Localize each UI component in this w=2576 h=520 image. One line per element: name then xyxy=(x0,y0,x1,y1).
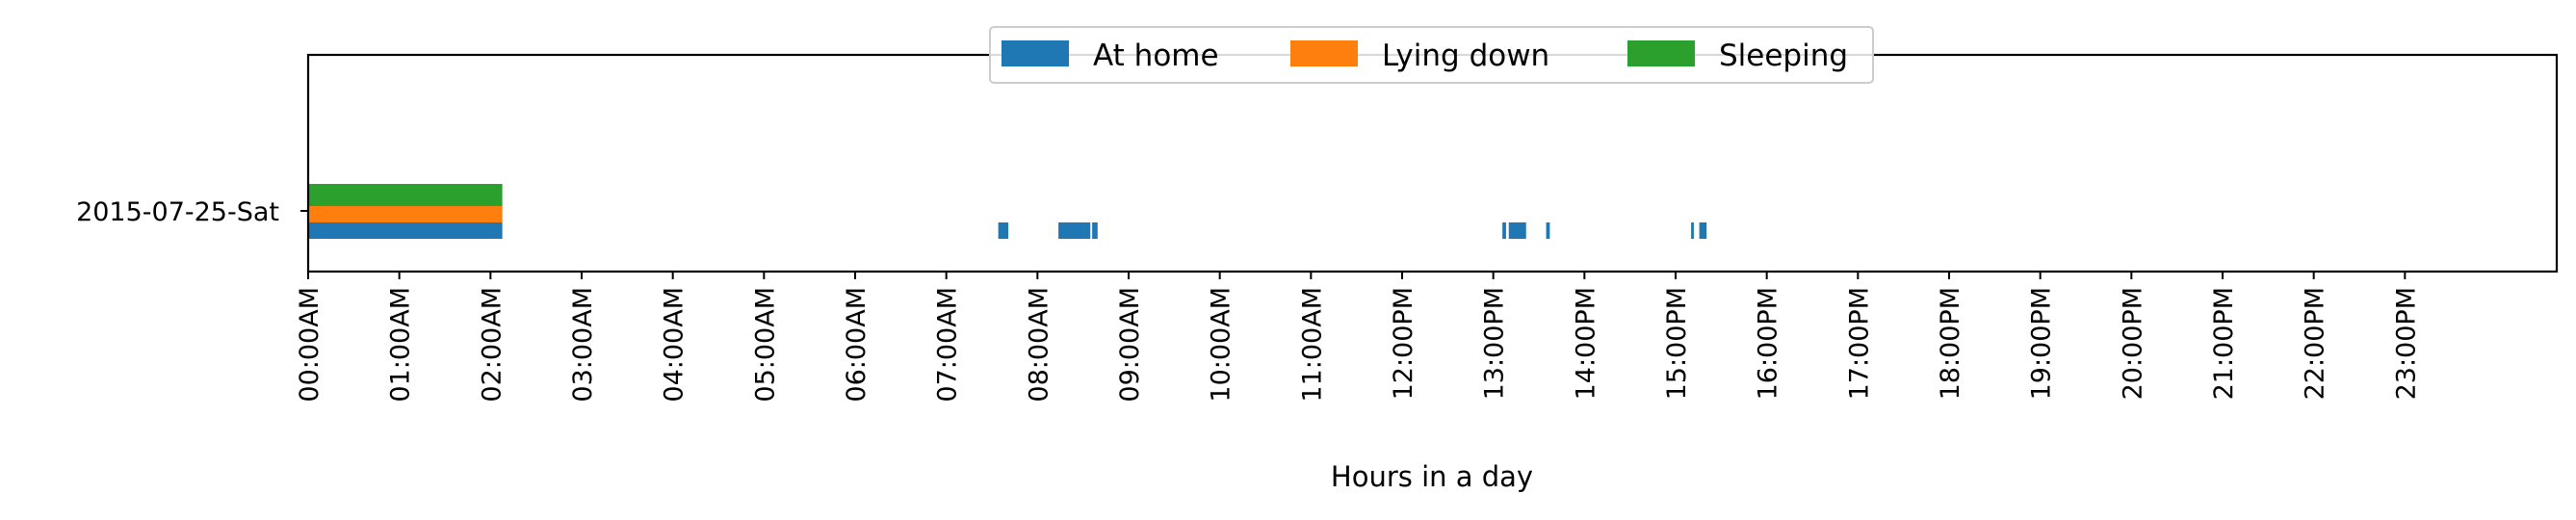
bar-at-home xyxy=(1546,222,1550,239)
bar-at-home xyxy=(998,222,1009,239)
y-tick-label: 2015-07-25-Sat xyxy=(76,197,279,227)
x-tick-label: 18:00PM xyxy=(1936,287,1965,400)
x-tick-label: 10:00AM xyxy=(1207,287,1236,403)
x-tick-label: 17:00PM xyxy=(1844,287,1874,400)
x-tick-label: 11:00AM xyxy=(1297,287,1327,403)
x-tick-label: 12:00PM xyxy=(1389,287,1418,400)
x-tick-label: 05:00AM xyxy=(750,287,780,403)
bar-at-home xyxy=(308,222,503,239)
legend: At home Lying down Sleeping xyxy=(989,26,1874,84)
bar-sleeping xyxy=(308,184,503,206)
x-tick-label: 01:00AM xyxy=(386,287,416,403)
bar-at-home xyxy=(1058,222,1091,239)
y-axis: 2015-07-25-Sat xyxy=(76,197,308,227)
bar-at-home xyxy=(1691,222,1694,239)
x-tick-label: 04:00AM xyxy=(660,287,690,403)
x-tick-label: 06:00AM xyxy=(842,287,872,403)
x-tick-label: 07:00AM xyxy=(933,287,963,403)
x-tick-label: 23:00PM xyxy=(2391,287,2421,400)
x-tick-label: 08:00AM xyxy=(1024,287,1054,403)
x-tick-label: 22:00PM xyxy=(2301,287,2330,400)
x-tick-label: 16:00PM xyxy=(1754,287,1783,400)
bars-layer xyxy=(308,184,1707,239)
x-tick-label: 19:00PM xyxy=(2027,287,2057,400)
x-tick-label: 20:00PM xyxy=(2118,287,2147,400)
x-tick-label: 00:00AM xyxy=(295,287,325,403)
x-axis-title: Hours in a day xyxy=(1331,460,1533,493)
x-tick-label: 03:00AM xyxy=(568,287,598,403)
x-tick-label: 13:00PM xyxy=(1480,287,1510,400)
bar-at-home xyxy=(1699,222,1707,239)
x-tick-label: 09:00AM xyxy=(1115,287,1145,403)
bar-at-home xyxy=(1092,222,1098,239)
x-tick-label: 15:00PM xyxy=(1662,287,1692,400)
bar-at-home xyxy=(1502,222,1506,239)
legend-label: At home xyxy=(1093,39,1219,73)
bar-at-home xyxy=(1508,222,1526,239)
legend-label: Sleeping xyxy=(1719,39,1848,73)
legend-swatch xyxy=(1002,40,1069,66)
x-tick-label: 02:00AM xyxy=(477,287,507,403)
bar-lying-down xyxy=(308,206,503,222)
legend-label: Lying down xyxy=(1382,39,1549,73)
plot-frame xyxy=(306,53,2559,273)
x-axis: 00:00AM 01:00AM 02:00AM 03:00AM 04:00AM 05:00… xyxy=(295,272,2421,403)
x-tick-label: 14:00PM xyxy=(1571,287,1600,400)
x-tick-label: 21:00PM xyxy=(2209,287,2239,400)
legend-swatch xyxy=(1627,40,1695,66)
legend-swatch xyxy=(1290,40,1358,66)
